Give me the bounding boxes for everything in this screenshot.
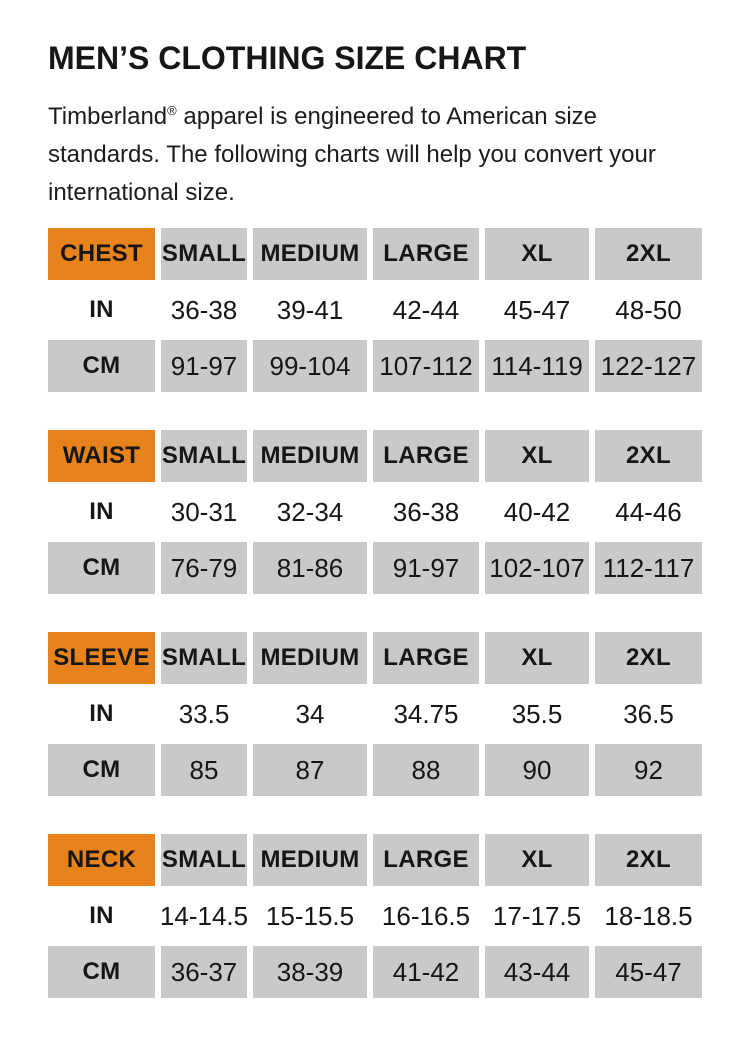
in-value-cell: 36.5 [595, 688, 702, 740]
size-header-cell: LARGE [373, 228, 479, 280]
size-table-waist: WAIST SMALL MEDIUM LARGE XL 2XL IN 30-31… [48, 430, 702, 594]
size-header-cell: LARGE [373, 632, 479, 684]
size-header-cell: XL [485, 632, 589, 684]
size-table-neck: NECK SMALL MEDIUM LARGE XL 2XL IN 14-14.… [48, 834, 702, 998]
in-value-cell: 42-44 [373, 284, 479, 336]
in-value-cell: 15-15.5 [253, 890, 367, 942]
size-header-cell: SMALL [161, 228, 247, 280]
cm-value-cell: 114-119 [485, 340, 589, 392]
size-table-chest: CHEST SMALL MEDIUM LARGE XL 2XL IN 36-38… [48, 228, 702, 392]
cm-value-cell: 90 [485, 744, 589, 796]
size-header-cell: 2XL [595, 228, 702, 280]
in-value-cell: 39-41 [253, 284, 367, 336]
size-header-cell: 2XL [595, 632, 702, 684]
cm-value-cell: 91-97 [373, 542, 479, 594]
measure-label-cell: SLEEVE [48, 632, 155, 684]
cm-value-cell: 87 [253, 744, 367, 796]
in-value-cell: 32-34 [253, 486, 367, 538]
unit-in-label-cell: IN [48, 284, 155, 336]
measure-label-cell: NECK [48, 834, 155, 886]
size-table-sleeve: SLEEVE SMALL MEDIUM LARGE XL 2XL IN 33.5… [48, 632, 702, 796]
unit-in-label-cell: IN [48, 688, 155, 740]
in-value-cell: 44-46 [595, 486, 702, 538]
cm-value-cell: 45-47 [595, 946, 702, 998]
cm-value-cell: 88 [373, 744, 479, 796]
measure-label-cell: WAIST [48, 430, 155, 482]
in-value-cell: 35.5 [485, 688, 589, 740]
size-header-cell: XL [485, 228, 589, 280]
in-value-cell: 33.5 [161, 688, 247, 740]
measure-label-cell: CHEST [48, 228, 155, 280]
unit-cm-label-cell: CM [48, 340, 155, 392]
size-header-cell: MEDIUM [253, 632, 367, 684]
cm-value-cell: 122-127 [595, 340, 702, 392]
intro-text: Timberland® apparel is engineered to Ame… [48, 98, 702, 212]
size-header-cell: MEDIUM [253, 228, 367, 280]
in-value-cell: 18-18.5 [595, 890, 702, 942]
size-header-cell: XL [485, 834, 589, 886]
unit-cm-label-cell: CM [48, 946, 155, 998]
in-value-cell: 30-31 [161, 486, 247, 538]
registered-trademark-symbol: ® [167, 103, 177, 118]
size-header-cell: LARGE [373, 834, 479, 886]
cm-value-cell: 102-107 [485, 542, 589, 594]
size-header-cell: SMALL [161, 834, 247, 886]
size-header-cell: 2XL [595, 834, 702, 886]
size-header-cell: SMALL [161, 430, 247, 482]
cm-value-cell: 112-117 [595, 542, 702, 594]
cm-value-cell: 81-86 [253, 542, 367, 594]
cm-value-cell: 43-44 [485, 946, 589, 998]
cm-value-cell: 91-97 [161, 340, 247, 392]
in-value-cell: 14-14.5 [160, 890, 248, 942]
in-value-cell: 48-50 [595, 284, 702, 336]
cm-value-cell: 85 [161, 744, 247, 796]
size-header-cell: XL [485, 430, 589, 482]
intro-line-1: Timberland® apparel is engineered to Ame… [48, 103, 597, 130]
cm-value-cell: 36-37 [161, 946, 247, 998]
unit-in-label-cell: IN [48, 486, 155, 538]
in-value-cell: 17-17.5 [485, 890, 589, 942]
cm-value-cell: 92 [595, 744, 702, 796]
intro-line-3: international size. [48, 179, 235, 206]
in-value-cell: 34.75 [373, 688, 479, 740]
size-header-cell: MEDIUM [253, 430, 367, 482]
cm-value-cell: 76-79 [161, 542, 247, 594]
in-value-cell: 16-16.5 [373, 890, 479, 942]
in-value-cell: 36-38 [161, 284, 247, 336]
in-value-cell: 36-38 [373, 486, 479, 538]
unit-in-label-cell: IN [48, 890, 155, 942]
intro-line-2: standards. The following charts will hel… [48, 141, 656, 168]
page-title: MEN’S CLOTHING SIZE CHART [48, 40, 527, 76]
cm-value-cell: 41-42 [373, 946, 479, 998]
size-header-cell: 2XL [595, 430, 702, 482]
cm-value-cell: 99-104 [253, 340, 367, 392]
in-value-cell: 40-42 [485, 486, 589, 538]
unit-cm-label-cell: CM [48, 744, 155, 796]
cm-value-cell: 38-39 [253, 946, 367, 998]
unit-cm-label-cell: CM [48, 542, 155, 594]
size-chart-page: MEN’S CLOTHING SIZE CHART Timberland® ap… [48, 40, 702, 998]
size-header-cell: SMALL [161, 632, 247, 684]
size-header-cell: LARGE [373, 430, 479, 482]
in-value-cell: 45-47 [485, 284, 589, 336]
size-header-cell: MEDIUM [253, 834, 367, 886]
in-value-cell: 34 [253, 688, 367, 740]
intro-line-1-rest: apparel is engineered to American size [176, 103, 597, 130]
cm-value-cell: 107-112 [373, 340, 479, 392]
brand-name: Timberland [48, 103, 168, 130]
